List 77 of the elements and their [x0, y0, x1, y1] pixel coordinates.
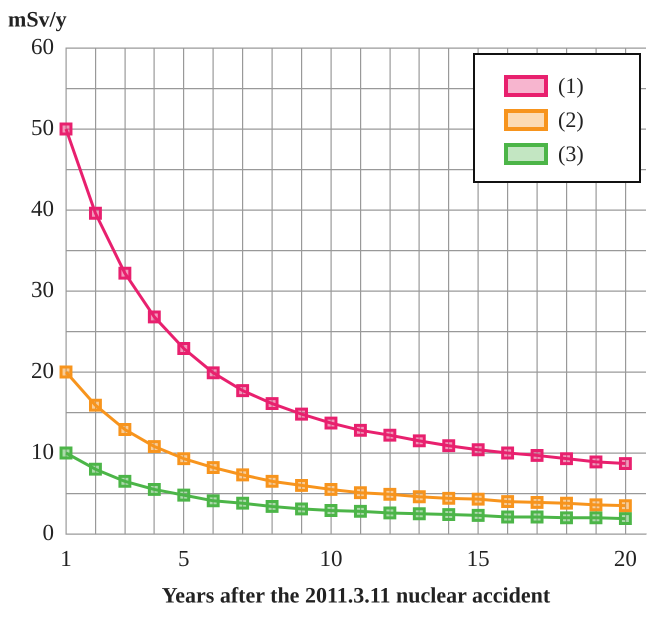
point: [501, 495, 514, 508]
point: [324, 416, 338, 430]
y-tick-label: 0: [42, 520, 54, 546]
point: [618, 512, 632, 526]
y-tick-label: 40: [31, 196, 54, 222]
point: [383, 488, 396, 501]
point: [442, 439, 456, 452]
x-tick-label: 1: [60, 546, 72, 571]
point: [442, 508, 456, 522]
point: [472, 492, 485, 506]
point: [236, 496, 250, 510]
point: [266, 397, 279, 410]
y-axis-title: mSv/y: [8, 6, 67, 32]
point: [412, 507, 426, 520]
point: [560, 452, 573, 466]
point: [530, 448, 544, 462]
point: [501, 446, 514, 460]
point: [383, 506, 396, 520]
y-tick-label: 50: [31, 115, 54, 140]
point: [88, 398, 102, 412]
x-tick-label: 20: [614, 546, 637, 571]
point: [590, 455, 602, 468]
point: [118, 266, 132, 280]
point: [118, 474, 132, 488]
point: [560, 511, 573, 524]
point: [618, 457, 632, 470]
point: [148, 310, 161, 324]
point: [590, 498, 602, 512]
point: [60, 366, 72, 378]
y-tick-label: 30: [31, 277, 54, 302]
y-tick-label: 10: [31, 439, 54, 464]
point: [324, 483, 338, 496]
point: [618, 499, 632, 512]
point: [501, 510, 514, 524]
point: [354, 424, 367, 437]
point: [590, 511, 602, 524]
point: [295, 478, 308, 492]
point: [206, 366, 220, 380]
point: [442, 492, 456, 505]
legend-label: (3): [558, 140, 584, 166]
point: [530, 496, 544, 509]
point: [530, 510, 544, 524]
point: [177, 488, 190, 502]
point: [354, 486, 367, 500]
point: [177, 342, 190, 355]
legend-label: (1): [558, 72, 584, 98]
point: [412, 490, 426, 504]
y-tick-label: 60: [31, 34, 54, 60]
y-tick-label: 20: [31, 358, 54, 384]
point: [472, 508, 485, 522]
point: [148, 483, 161, 496]
point: [266, 474, 279, 488]
point: [60, 122, 72, 136]
point: [88, 462, 102, 476]
point: [295, 408, 308, 421]
point: [412, 434, 426, 448]
point: [472, 443, 485, 456]
point: [148, 440, 161, 453]
point: [206, 494, 220, 508]
point: [88, 206, 102, 220]
point: [236, 384, 250, 398]
x-tick-label: 10: [319, 546, 342, 571]
legend-label: (2): [558, 106, 584, 132]
point: [60, 446, 72, 460]
point: [236, 468, 250, 482]
x-tick-label: 15: [466, 546, 490, 571]
x-tick-label: 5: [178, 546, 190, 571]
point: [295, 502, 308, 516]
point: [177, 452, 190, 466]
x-axis-title: Years after the 2011.3.11 nuclear accident: [162, 582, 551, 608]
point: [266, 500, 279, 513]
point: [206, 461, 220, 474]
point: [383, 428, 396, 442]
point: [324, 504, 338, 517]
point: [118, 423, 132, 436]
point: [354, 504, 367, 518]
point: [560, 496, 573, 510]
